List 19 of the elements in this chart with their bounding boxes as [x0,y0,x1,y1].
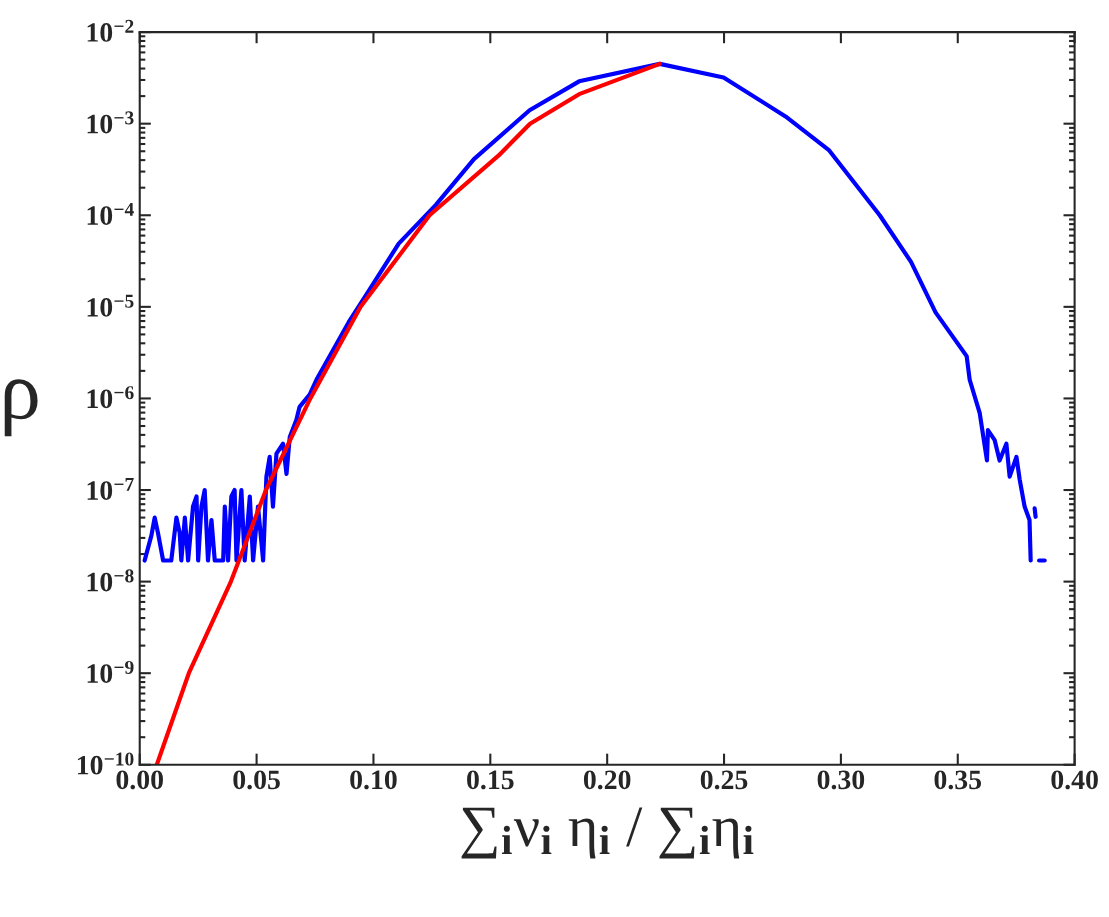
x-tick-label: 0.35 [934,770,982,790]
x-tick-label: 0.15 [467,770,514,790]
x-tick-label: 0.05 [233,770,280,790]
y-axis-title: ρ [4,379,38,437]
x-tick-label: 0.40 [1051,770,1098,790]
y-tick-label: 10$^{−8}$ [87,569,134,592]
y-tick-label: 10$^{−3}$ [87,111,134,134]
text: ∑$_{i}$ν$_{i}$ η$_{i}$ / ∑$_{i}$η$_{i}$ [461,807,754,859]
y-tick-label: 10$^{−9}$ [87,660,134,683]
y-tick-label: 10$^{−6}$ [87,386,134,409]
y-tick-label: 10$^{−5}$ [87,294,134,317]
x-tick-label: 0.20 [583,770,631,790]
x-tick-label: 0.30 [817,770,865,790]
x-tick-label: 0.10 [350,770,397,790]
y-tick-label: 10$^{−7}$ [87,477,134,500]
line-series [154,61,662,765]
y-tick-label: 10$^{−4}$ [87,202,134,225]
x-tick-label: 0.25 [700,770,748,790]
y-tick-label: 10$^{−2}$ [87,19,134,42]
